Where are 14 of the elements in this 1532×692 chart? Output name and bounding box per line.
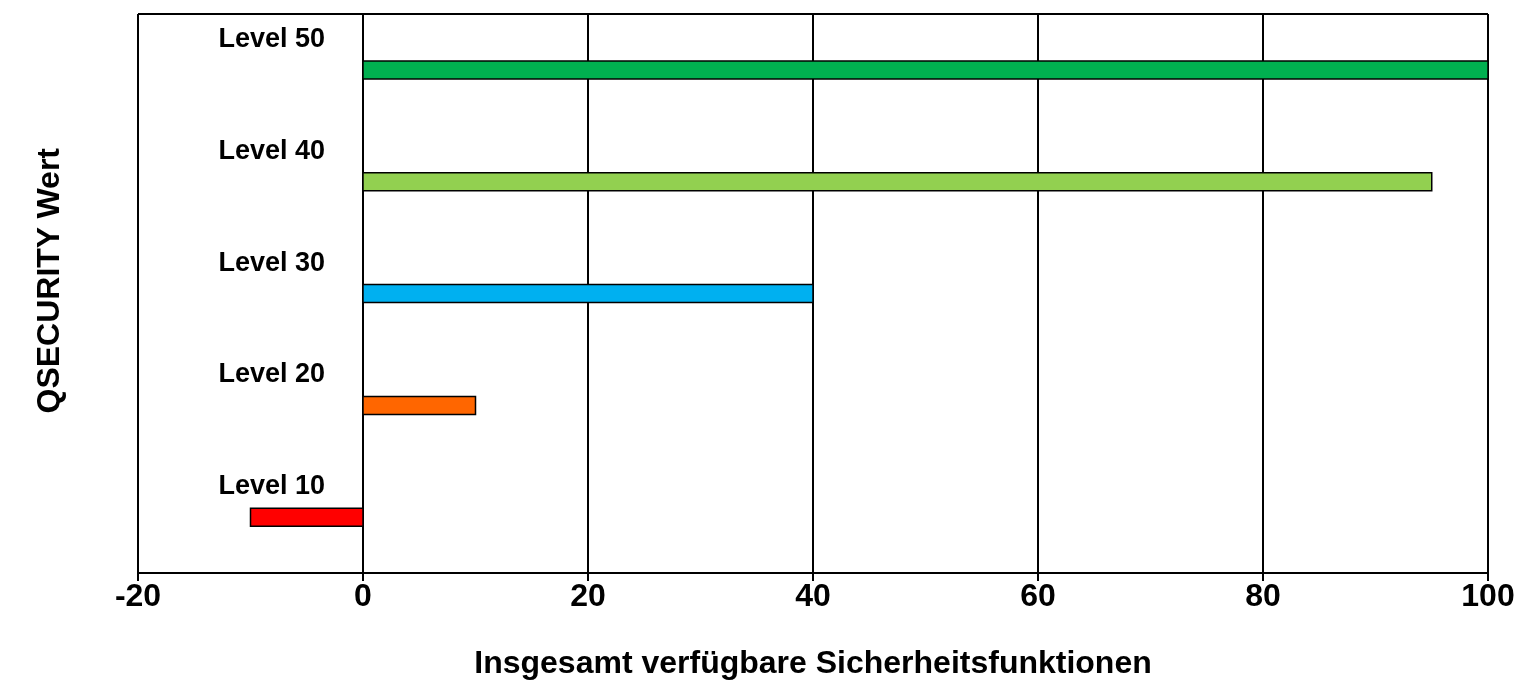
x-tick-label: 100 <box>1461 576 1515 613</box>
x-tick-label: -20 <box>114 576 162 613</box>
y-tick-label: Level 10 <box>218 470 325 501</box>
x-tick-label: 0 <box>354 576 372 613</box>
x-tick-label: 60 <box>1020 576 1056 613</box>
x-tick-label: 80 <box>1245 576 1281 613</box>
y-axis-title: QSECURITY Wert <box>30 147 67 414</box>
x-tick-label: 40 <box>795 576 831 613</box>
y-tick-label: Level 30 <box>218 246 325 277</box>
y-tick-label: Level 40 <box>218 134 325 165</box>
y-tick-label: Level 50 <box>218 23 325 54</box>
y-tick-label: Level 20 <box>218 358 325 389</box>
x-tick-label: 20 <box>570 576 606 613</box>
x-axis-title: Insgesamt verfügbare Sicherheitsfunktionen <box>474 644 1152 680</box>
